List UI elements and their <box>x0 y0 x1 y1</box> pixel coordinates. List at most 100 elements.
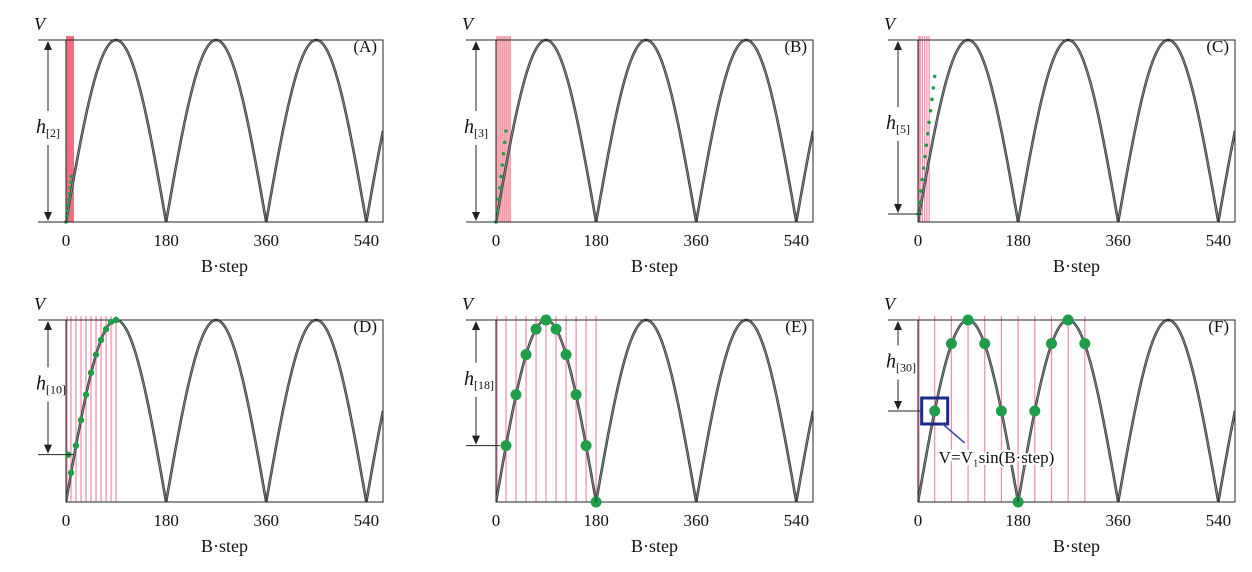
x-tick-label: 540 <box>354 231 380 250</box>
sine-curve <box>918 38 1235 222</box>
sample-point <box>918 189 923 193</box>
sine-curve-highlight <box>918 319 1235 502</box>
plot-area <box>496 36 813 222</box>
sine-curve-highlight <box>918 39 1235 222</box>
panel-label: (A) <box>353 37 377 56</box>
arrowhead-up <box>44 321 52 330</box>
x-axis-label: B·step <box>201 256 248 276</box>
plot-frame <box>65 319 384 503</box>
sample-point <box>500 440 512 452</box>
sample-point <box>1045 338 1057 350</box>
height-symbol: h <box>464 368 474 390</box>
arrowhead-up <box>894 41 902 50</box>
arrowhead-down <box>44 212 52 221</box>
sample-point <box>931 86 936 90</box>
height-symbol: h <box>36 372 46 394</box>
sample-point <box>500 163 505 167</box>
sample-point <box>995 405 1007 417</box>
sample-point <box>82 391 90 398</box>
panel-label: (D) <box>353 317 377 336</box>
sample-point <box>77 416 85 424</box>
panel-b: Vh[3] (B) 0 180 360 540 B·step <box>462 14 814 276</box>
x-tick-label: 180 <box>1005 511 1031 530</box>
x-tick-label: 0 <box>914 511 923 530</box>
height-label: h[3] <box>464 116 488 140</box>
x-tick-label: 360 <box>1105 231 1131 250</box>
x-axis-label: B·step <box>201 536 248 556</box>
plot-frame <box>65 39 384 223</box>
x-tick-label: 360 <box>683 511 709 530</box>
x-tick-label: 540 <box>354 511 380 530</box>
panel-label: (B) <box>784 37 807 56</box>
sine-curve <box>496 38 813 222</box>
panel-label: (C) <box>1206 37 1229 56</box>
panel-d: Vh[10] (D) 0 180 360 540 B·step <box>34 294 384 556</box>
plot-area <box>918 316 1235 502</box>
arrowhead-down <box>894 401 902 410</box>
sample-point <box>540 314 552 326</box>
height-label: h[18] <box>464 368 494 392</box>
sine-curve <box>66 38 383 222</box>
height-subscript: [5] <box>896 122 910 136</box>
height-subscript: [10] <box>46 382 66 396</box>
sample-point <box>504 129 508 133</box>
height-label: h[5] <box>886 112 910 136</box>
sample-point <box>921 166 926 170</box>
height-label: h[10] <box>36 372 66 396</box>
plot-frame <box>917 319 1236 503</box>
x-tick-label: 540 <box>784 231 810 250</box>
plot-area <box>66 36 383 222</box>
sample-point <box>530 323 542 335</box>
sample-point <box>92 351 100 358</box>
x-tick-label: 0 <box>914 231 923 250</box>
sample-point <box>87 369 95 376</box>
sample-point <box>927 120 931 125</box>
sine-curve-highlight <box>496 39 813 222</box>
height-symbol: h <box>36 116 46 138</box>
sample-point <box>520 349 532 361</box>
x-axis-label: B·step <box>1053 536 1100 556</box>
sample-point <box>925 131 930 136</box>
amplitude-label: V <box>462 14 475 34</box>
callout-leader <box>942 423 966 444</box>
sample-point <box>510 389 522 401</box>
arrowhead-down <box>472 435 480 445</box>
height-subscript: [30] <box>896 361 916 375</box>
sample-point <box>72 442 80 449</box>
plot-frame <box>917 39 1236 223</box>
sample-point <box>65 208 70 213</box>
amplitude-label: V <box>884 294 897 314</box>
x-tick-label: 0 <box>62 511 71 530</box>
sample-point <box>1029 405 1041 417</box>
sample-point <box>64 214 69 219</box>
equation-label: V=V₁sin(B·step) <box>939 448 1055 467</box>
sample-point <box>570 389 582 401</box>
plot-area <box>496 316 813 502</box>
arrowhead-up <box>472 41 480 50</box>
x-tick-label: 540 <box>784 511 810 530</box>
panel-label: (F) <box>1208 317 1229 336</box>
sample-point <box>66 203 70 207</box>
sample-point <box>499 174 503 179</box>
sample-point <box>497 186 502 190</box>
x-tick-label: 0 <box>492 231 501 250</box>
sample-point <box>1062 314 1074 326</box>
sample-point <box>501 151 506 156</box>
x-tick-label: 360 <box>253 511 279 530</box>
x-tick-label: 540 <box>1206 511 1232 530</box>
plot-area <box>66 316 383 502</box>
sample-point <box>932 74 937 79</box>
sample-point <box>550 323 562 335</box>
sine-curve-highlight <box>496 319 813 502</box>
x-tick-label: 180 <box>153 511 179 530</box>
sample-point <box>923 154 927 159</box>
sample-point <box>1079 338 1091 350</box>
panel-c: Vh[5] (C) 0 180 360 540 B·step <box>884 14 1236 276</box>
height-symbol: h <box>464 116 474 138</box>
sample-point <box>97 336 105 344</box>
x-tick-label: 360 <box>683 231 709 250</box>
panel-f: Vh[30] (F) 0 180 360 540 B·step V=V₁sin(B·step) <box>884 294 1236 556</box>
dense-sample-band <box>66 36 74 222</box>
x-tick-label: 0 <box>492 511 501 530</box>
